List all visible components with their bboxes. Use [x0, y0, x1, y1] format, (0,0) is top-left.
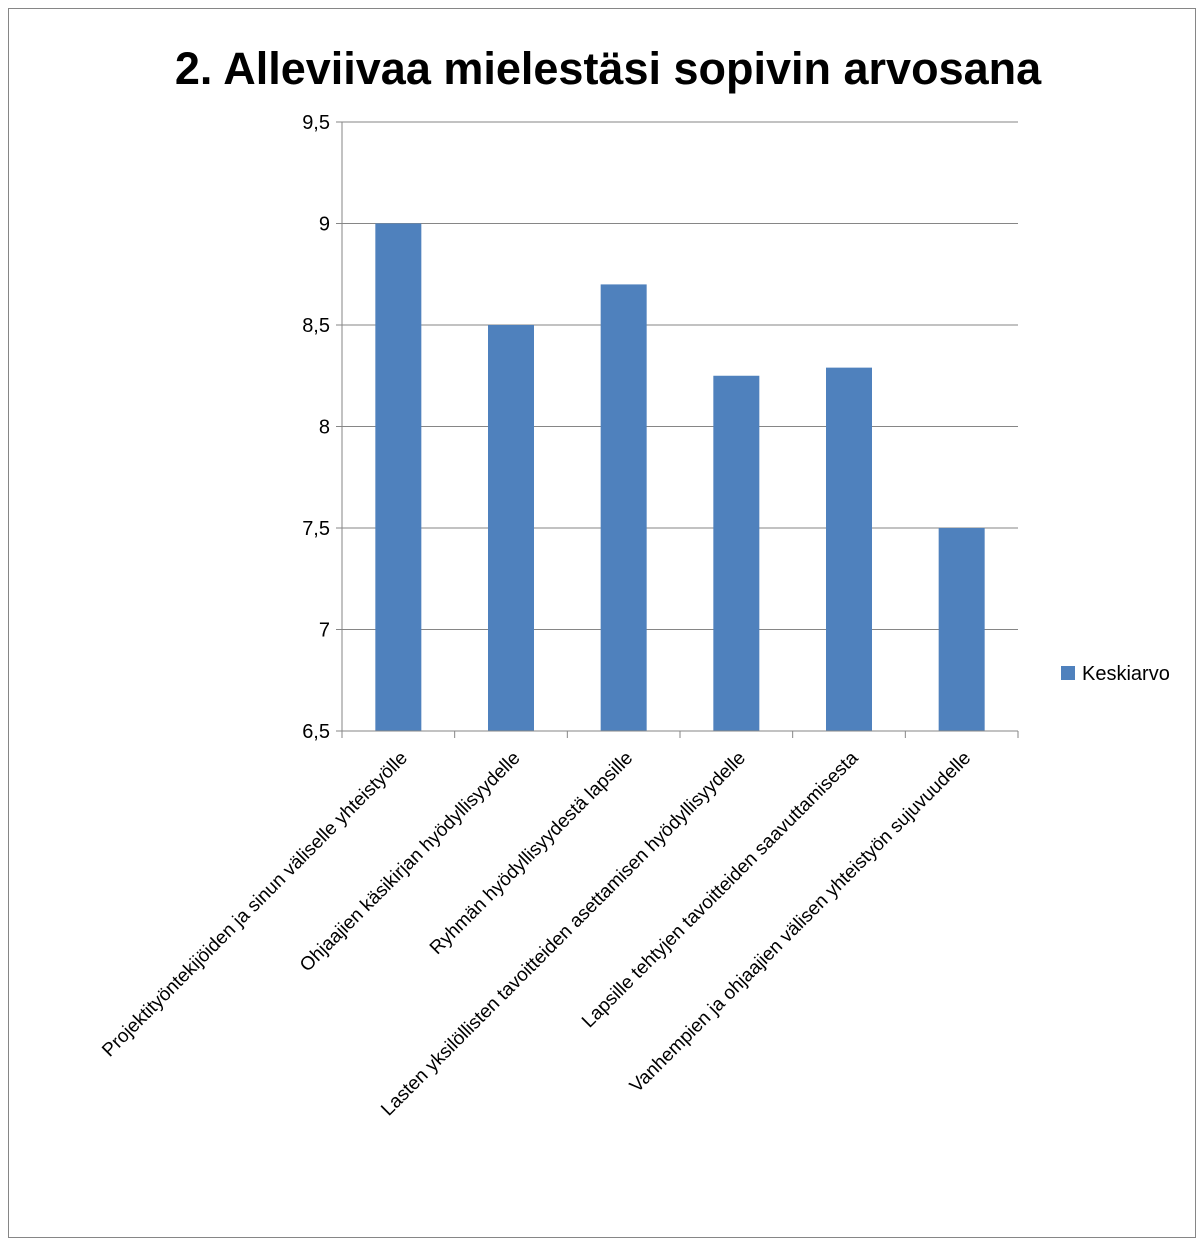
legend: Keskiarvo: [1061, 663, 1170, 685]
y-tick-label: 7: [319, 620, 330, 642]
y-tick-label: 8,5: [302, 315, 330, 337]
y-tick-label: 6,5: [302, 721, 330, 743]
bars: [375, 223, 985, 731]
y-tick-label: 9: [319, 214, 330, 236]
chart-frame: 2. Alleviivaa mielestäsi sopivin arvosan…: [8, 8, 1196, 1238]
bar-chart: 2. Alleviivaa mielestäsi sopivin arvosan…: [98, 43, 1170, 1120]
bar: [488, 325, 534, 731]
x-axis-category-labels: Projektityöntekijöiden ja sinun välisell…: [98, 747, 975, 1120]
y-axis-tick-labels: 6,5 7 7,5 8 8,5 9 9,5: [302, 112, 330, 743]
y-tick-label: 9,5: [302, 112, 330, 134]
bar: [600, 284, 647, 731]
legend-swatch: [1061, 666, 1075, 680]
y-tick-label: 8: [319, 417, 330, 439]
x-category-label: Ohjaajien käsikirjan hyödyllisyydelle: [296, 748, 524, 976]
gridlines: [342, 121, 1018, 630]
bar: [713, 375, 760, 731]
x-category-label: Ryhmän hyödyllisyydestä lapsille: [426, 748, 637, 959]
x-category-label: Lasten yksilöllisten tavoitteiden asetta…: [377, 748, 750, 1121]
bar: [826, 367, 872, 731]
axes: [336, 121, 1019, 738]
bar: [938, 528, 985, 731]
y-tick-label: 7,5: [302, 518, 330, 540]
legend-label: Keskiarvo: [1082, 663, 1170, 685]
bar: [375, 223, 422, 731]
chart-title: 2. Alleviivaa mielestäsi sopivin arvosan…: [175, 43, 1042, 94]
